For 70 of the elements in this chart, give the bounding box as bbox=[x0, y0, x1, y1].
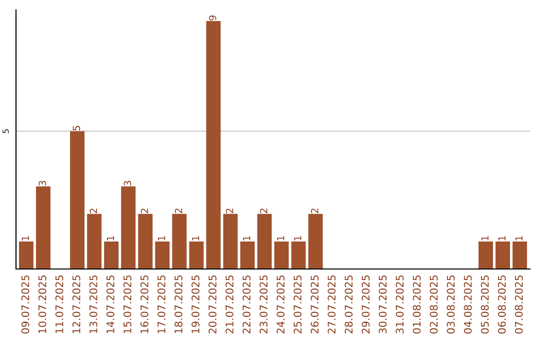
data-label: 2 bbox=[140, 208, 148, 214]
bar bbox=[478, 241, 493, 269]
data-label: 1 bbox=[192, 236, 200, 240]
data-label: 2 bbox=[174, 208, 182, 214]
bar bbox=[189, 241, 204, 269]
data-label: 1 bbox=[277, 236, 284, 240]
x-tick-label: 10.07.2025 bbox=[38, 275, 46, 334]
x-tick-label: 05.08.2025 bbox=[480, 275, 489, 334]
data-label: 1 bbox=[498, 236, 506, 240]
bar bbox=[291, 241, 306, 269]
x-tick-label: 13.07.2025 bbox=[89, 275, 98, 334]
data-label: 1 bbox=[515, 236, 522, 240]
bar bbox=[155, 241, 170, 269]
x-tick-label: 22.07.2025 bbox=[242, 275, 250, 334]
bar bbox=[274, 241, 289, 269]
bar bbox=[87, 214, 102, 269]
data-label: 1 bbox=[106, 236, 114, 240]
bar bbox=[223, 214, 238, 269]
bar bbox=[36, 186, 50, 269]
bar bbox=[240, 241, 255, 269]
bar bbox=[121, 186, 136, 269]
x-tick-label: 23.07.2025 bbox=[260, 275, 268, 334]
x-tick-label: 21.07.2025 bbox=[226, 275, 234, 334]
x-tick-label: 18.07.2025 bbox=[174, 275, 182, 334]
data-label: 2 bbox=[311, 208, 318, 214]
x-tick-label: 29.07.2025 bbox=[362, 275, 370, 334]
x-tick-label: 27.07.2025 bbox=[328, 275, 336, 334]
data-label: 1 bbox=[243, 236, 250, 240]
x-tick-label: 04.08.2025 bbox=[464, 275, 472, 334]
x-tick-label: 07.08.2025 bbox=[514, 275, 523, 334]
x-tick-label: 24.07.2025 bbox=[276, 275, 285, 334]
x-tick-label: 16.07.2025 bbox=[140, 275, 148, 334]
x-tick-label: 02.08.2025 bbox=[430, 275, 438, 334]
bar bbox=[70, 131, 85, 269]
x-tick-label: 30.07.2025 bbox=[378, 275, 387, 334]
data-label: 3 bbox=[38, 180, 46, 186]
bar bbox=[104, 241, 119, 269]
x-tick-label: 12.07.2025 bbox=[72, 275, 80, 334]
data-label: 5 bbox=[72, 126, 80, 130]
x-tick-label: 11.07.2025 bbox=[55, 275, 64, 334]
bar bbox=[512, 241, 528, 269]
x-tick-label: 01.08.2025 bbox=[412, 275, 421, 334]
data-label: 1 bbox=[481, 236, 488, 240]
bar bbox=[138, 214, 153, 269]
bar bbox=[496, 241, 510, 269]
x-tick-label: 03.08.2025 bbox=[446, 275, 455, 334]
data-label: 2 bbox=[90, 208, 97, 214]
x-tick-label: 25.07.2025 bbox=[294, 275, 302, 334]
bar bbox=[257, 214, 272, 269]
data-label: 9 bbox=[208, 16, 216, 20]
bar bbox=[206, 21, 221, 269]
x-tick-label: 20.07.2025 bbox=[208, 275, 216, 334]
data-label: 3 bbox=[124, 180, 132, 186]
data-label: 2 bbox=[226, 208, 234, 214]
x-tick-label: 17.07.2025 bbox=[158, 275, 166, 334]
data-label: 2 bbox=[260, 208, 268, 214]
x-tick-label: 06.08.2025 bbox=[498, 275, 506, 334]
x-tick-label: 09.07.2025 bbox=[21, 275, 30, 334]
bar bbox=[172, 214, 187, 269]
x-tick-label: 19.07.2025 bbox=[192, 275, 200, 334]
data-label: 1 bbox=[22, 236, 29, 240]
bar bbox=[308, 214, 323, 269]
x-tick-label: 31.07.2025 bbox=[396, 275, 404, 334]
x-tick-label: 15.07.2025 bbox=[123, 275, 132, 334]
x-tick-label: 26.07.2025 bbox=[310, 275, 319, 334]
x-tick-label: 28.07.2025 bbox=[344, 275, 353, 334]
x-tick-label: 14.07.2025 bbox=[106, 275, 114, 334]
data-label: 1 bbox=[294, 236, 302, 240]
data-label: 1 bbox=[158, 236, 166, 240]
bar bbox=[18, 241, 34, 269]
